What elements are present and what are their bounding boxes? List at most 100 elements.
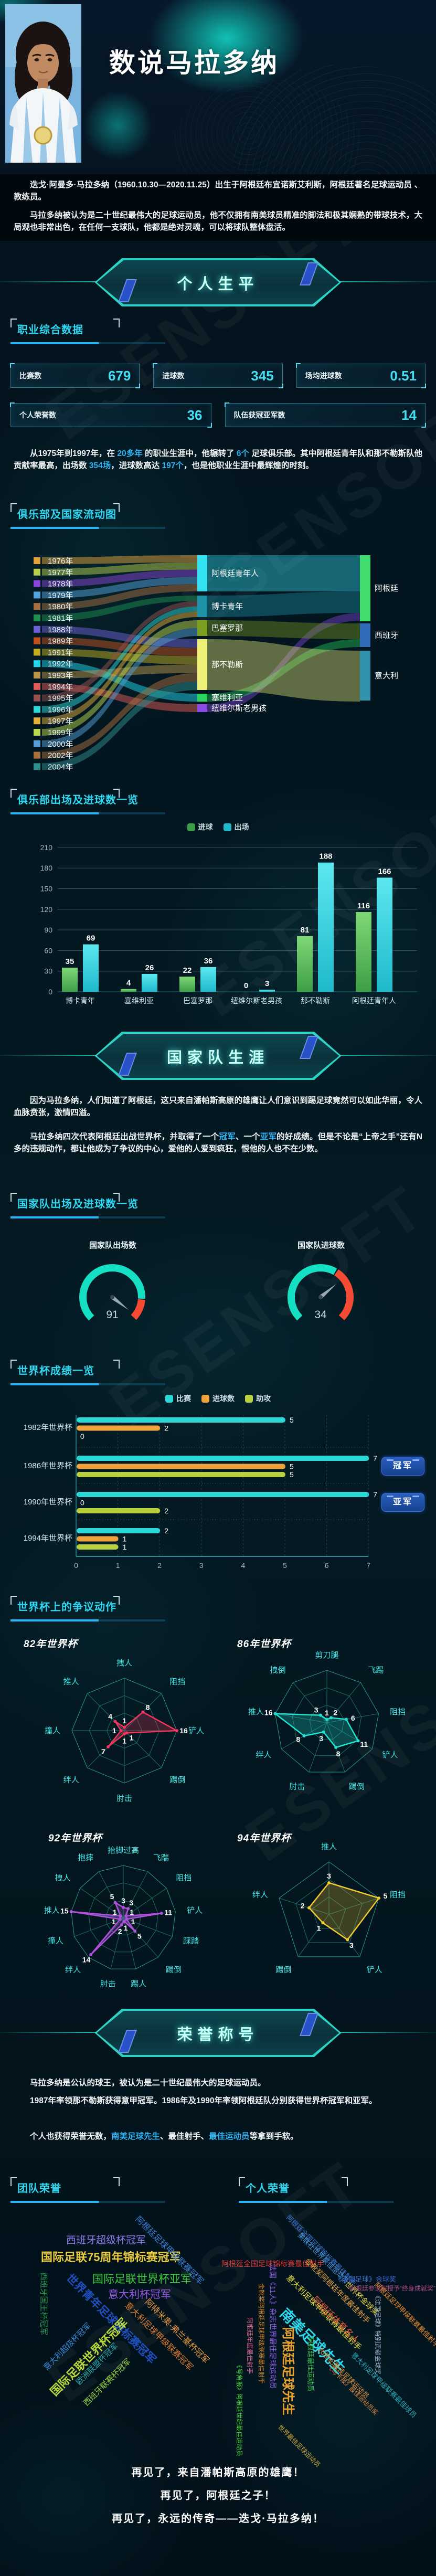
wordcloud-personal[interactable]: 阿根廷全国足球锦标赛最佳射手 阿根廷全国足球锦标赛最佳射手 美联社世界最佳运动员 金靴…	[220, 2201, 436, 2468]
chart-text: 22	[183, 966, 192, 975]
chart-text: 1	[131, 1917, 135, 1926]
wordcloud-word[interactable]: 阿根廷年度最佳射手	[246, 2317, 253, 2374]
legend-swatch	[223, 823, 231, 831]
section-underline	[239, 2201, 394, 2203]
wordcloud-word[interactable]: 阿根廷参议院授予“终身成就奖”	[349, 2285, 435, 2292]
chart-text: 1	[112, 1726, 116, 1735]
club-bar-chart[interactable]: 30609012015018021003569博卡青年426塞维利亚2236巴塞…	[0, 837, 436, 1010]
wordcloud-word[interactable]: 《法国足球》金球奖	[335, 2275, 397, 2283]
highlighted-text: 197个	[162, 461, 184, 470]
wordcloud-team[interactable]: 西班牙超级杯冠军 国际足联75周年锦标赛冠军 国际足联世界杯亚军 意大利杯冠军 阿根廷足…	[4, 2207, 219, 2458]
sankey-chart[interactable]: 1976年 1977年 1978年 1979年 1980年 1981年 1988年 1989年…	[21, 551, 435, 777]
section-flow-chart: 俱乐部及国家流动图	[10, 503, 168, 529]
section-title: 团队荣誉	[17, 2183, 61, 2195]
chart-text: 8	[146, 1703, 150, 1711]
chart-text: 11	[164, 1909, 172, 1917]
chart-text: 那不勒斯	[301, 997, 330, 1005]
wordcloud-word[interactable]: 法国《11人》杂志世界最佳足球运动员	[269, 2264, 277, 2389]
section-national-chart: 国家队出场及进球数一览	[10, 1193, 168, 1218]
chart-text: 巴塞罗那	[183, 997, 212, 1005]
chart-text: 1995年	[48, 694, 73, 703]
chart-text: 0	[74, 1561, 78, 1570]
chart-text: 2	[164, 1526, 168, 1535]
wordcloud-word[interactable]: 意大利杯冠军	[108, 2289, 171, 2301]
section-title: 世界杯成绩一览	[17, 1365, 94, 1377]
wordcloud-word[interactable]: 西班牙国王杯冠军	[39, 2272, 48, 2336]
chart-text: 1	[123, 1535, 127, 1543]
highlighted-text: 冠军	[219, 1132, 236, 1141]
text-segment: 的职业生涯中，他辗转了	[142, 449, 237, 458]
chart-text: 1	[112, 1917, 116, 1926]
chart-text: 1979年	[48, 591, 73, 600]
chart-text: 2000年	[48, 740, 73, 749]
chart-text: 1988年	[48, 626, 73, 634]
chart-text: 踢倒	[166, 1965, 182, 1974]
legend-item[interactable]: 比赛	[165, 1393, 191, 1404]
text-segment: ，也是他职业生涯中最辉煌的时刻。	[183, 461, 314, 470]
chart-text: 推人	[44, 1906, 60, 1915]
wordcloud-word[interactable]: 西班牙超级杯冠军	[66, 2235, 146, 2246]
legend-label: 进球	[198, 823, 213, 831]
radar-title: 94年世界杯	[237, 1833, 292, 1844]
legend-item[interactable]: 出场	[223, 822, 249, 832]
wordcloud-word[interactable]: 阿根廷足球先生	[281, 2327, 295, 2415]
gauge-goals[interactable]: 34	[284, 1260, 357, 1339]
chart-text: 5	[283, 1561, 287, 1570]
legend-label: 助攻	[256, 1394, 271, 1403]
chart-text: 铲人	[382, 1751, 398, 1759]
legend-swatch	[187, 823, 195, 831]
legend-item[interactable]: 进球	[187, 822, 213, 832]
worldcup-result-badge: 冠军	[381, 1457, 424, 1476]
stat-card-value: 14	[401, 407, 417, 423]
chart-text: 5	[290, 1416, 294, 1424]
legend-swatch	[245, 1394, 253, 1403]
section-title: 世界杯上的争议动作	[17, 1602, 116, 1613]
chart-text: 5	[290, 1470, 294, 1479]
chart-text: 7	[366, 1561, 370, 1570]
chart-text: 1986年世界杯	[24, 1461, 72, 1470]
legend-swatch	[165, 1394, 173, 1403]
chart-text: 1997年	[48, 717, 73, 726]
text-segment: 、最佳射手、	[160, 2132, 209, 2141]
chart-text: 81	[301, 926, 310, 935]
chart-text: 1980年	[48, 602, 73, 611]
intro-paragraph-2: 马拉多纳被认为是二十世纪最伟大的足球运动员，他不仅拥有南美球员精准的脚法和极其娴…	[14, 211, 422, 232]
chart-text: 纽维尔斯老男孩	[211, 704, 267, 713]
chart-text: 拽人	[55, 1874, 71, 1883]
chart-text: 1982年世界杯	[24, 1423, 72, 1432]
badge-national-career: 国家队生涯	[0, 1032, 436, 1080]
chart-text: 1999年	[48, 728, 73, 737]
stat-card-label: 个人荣誉数	[19, 411, 56, 419]
chart-text: 1976年	[48, 557, 73, 566]
chart-text: 180	[40, 864, 53, 872]
wordcloud-word[interactable]: 《法国足球》特别贡献金球奖	[374, 2293, 381, 2375]
chart-text: 8	[336, 1750, 341, 1758]
text-segment: 1987年率领那不勒斯获得意甲冠军。1986年及1990年率领阿根廷队分别获得世…	[30, 2096, 377, 2105]
text-segment: 从1975年到1997年，在	[30, 449, 118, 458]
worldcup-bar-chart[interactable]: 0 1 2 3 4 5 6 71982年世界杯5201986年世界杯7551990年世界杯70…	[0, 1411, 436, 1573]
wordcloud-word[interactable]: 20世纪最佳足球运动员	[316, 2346, 371, 2400]
legend-label: 出场	[234, 823, 249, 831]
section-underline	[10, 1383, 165, 1385]
legend-item[interactable]: 助攻	[245, 1393, 271, 1404]
wordcloud-word[interactable]: 《号角报》阿根廷世纪最佳运动员	[236, 2362, 243, 2457]
gauge-appearances[interactable]: 91	[76, 1260, 149, 1339]
chart-text: 撞人	[45, 1726, 60, 1735]
wordcloud-word[interactable]: 国际足联75周年锦标赛冠军	[41, 2251, 181, 2264]
chart-text: 7	[373, 1490, 377, 1499]
wordcloud-word[interactable]: 金靴奖阿根廷足球甲级联赛最佳射手	[258, 2283, 265, 2384]
legend-item[interactable]: 进球数	[201, 1393, 235, 1404]
wordcloud-word[interactable]: 阿根廷最佳运动员	[306, 2337, 315, 2392]
wordcloud-word[interactable]: 国际足联世界杯亚军	[92, 2273, 192, 2285]
chart-text: 1977年	[48, 568, 73, 577]
wordcloud-word[interactable]: 阿根廷全国足球锦标赛最佳射手	[221, 2260, 324, 2268]
badge-label: 个人生平	[177, 276, 259, 293]
chart-text: 2	[157, 1561, 162, 1570]
section-title: 国家队出场及进球数一览	[17, 1199, 139, 1210]
chart-text: 26	[145, 963, 154, 972]
chart-text: 2	[333, 1708, 337, 1716]
